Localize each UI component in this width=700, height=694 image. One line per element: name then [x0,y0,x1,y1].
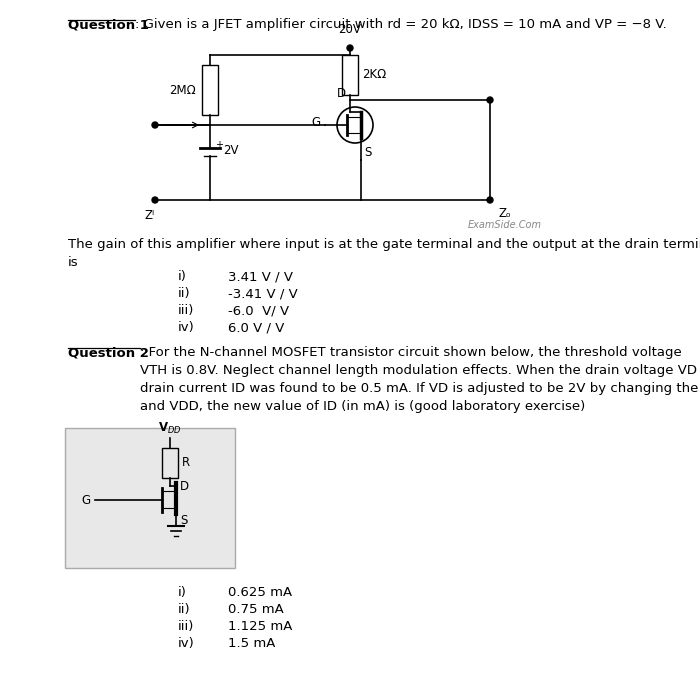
Text: V$_{DD}$: V$_{DD}$ [158,421,182,436]
Text: 2KΩ: 2KΩ [362,67,386,81]
Text: 3.41 V / V: 3.41 V / V [228,270,293,283]
Text: iii): iii) [178,304,195,317]
Text: -6.0  V/ V: -6.0 V/ V [228,304,289,317]
Text: -3.41 V / V: -3.41 V / V [228,287,298,300]
Text: D: D [180,480,189,493]
Text: 2MΩ: 2MΩ [169,83,196,96]
Text: iv): iv) [178,637,195,650]
Text: 0.625 mA: 0.625 mA [228,586,292,599]
Text: i): i) [178,270,187,283]
Text: +: + [215,140,223,150]
Text: ii): ii) [178,603,190,616]
Text: S: S [180,514,188,527]
Text: : Given is a JFET amplifier circuit with rd = 20 kΩ, IDSS = 10 mA and VP = −8 V.: : Given is a JFET amplifier circuit with… [135,18,666,31]
Text: Zₒ: Zₒ [498,207,512,219]
FancyBboxPatch shape [162,448,178,478]
Text: 6.0 V / V: 6.0 V / V [228,321,284,334]
Text: Question 1: Question 1 [68,18,149,31]
Text: Question 2: Question 2 [68,346,149,359]
Text: G: G [81,493,90,507]
Text: 20V: 20V [339,23,361,36]
Text: : For the N-channel MOSFET transistor circuit shown below, the threshold voltage: : For the N-channel MOSFET transistor ci… [140,346,700,413]
Text: R: R [182,457,190,470]
Circle shape [152,197,158,203]
Text: ExamSide.Com: ExamSide.Com [468,220,542,230]
Text: 1.5 mA: 1.5 mA [228,637,275,650]
Text: S: S [364,146,372,158]
Text: 0.75 mA: 0.75 mA [228,603,284,616]
Text: ii): ii) [178,287,190,300]
Text: G: G [312,115,321,128]
Text: iii): iii) [178,620,195,633]
Circle shape [347,45,353,51]
FancyBboxPatch shape [342,55,358,95]
Text: i): i) [178,586,187,599]
Circle shape [152,122,158,128]
Text: Zᴵ: Zᴵ [145,208,155,221]
Text: D: D [337,87,346,100]
Text: 2V: 2V [223,144,239,157]
Text: iv): iv) [178,321,195,334]
Circle shape [487,197,493,203]
FancyBboxPatch shape [202,65,218,115]
FancyBboxPatch shape [65,428,235,568]
Circle shape [487,97,493,103]
Text: The gain of this amplifier where input is at the gate terminal and the output at: The gain of this amplifier where input i… [68,238,700,269]
Text: 1.125 mA: 1.125 mA [228,620,293,633]
